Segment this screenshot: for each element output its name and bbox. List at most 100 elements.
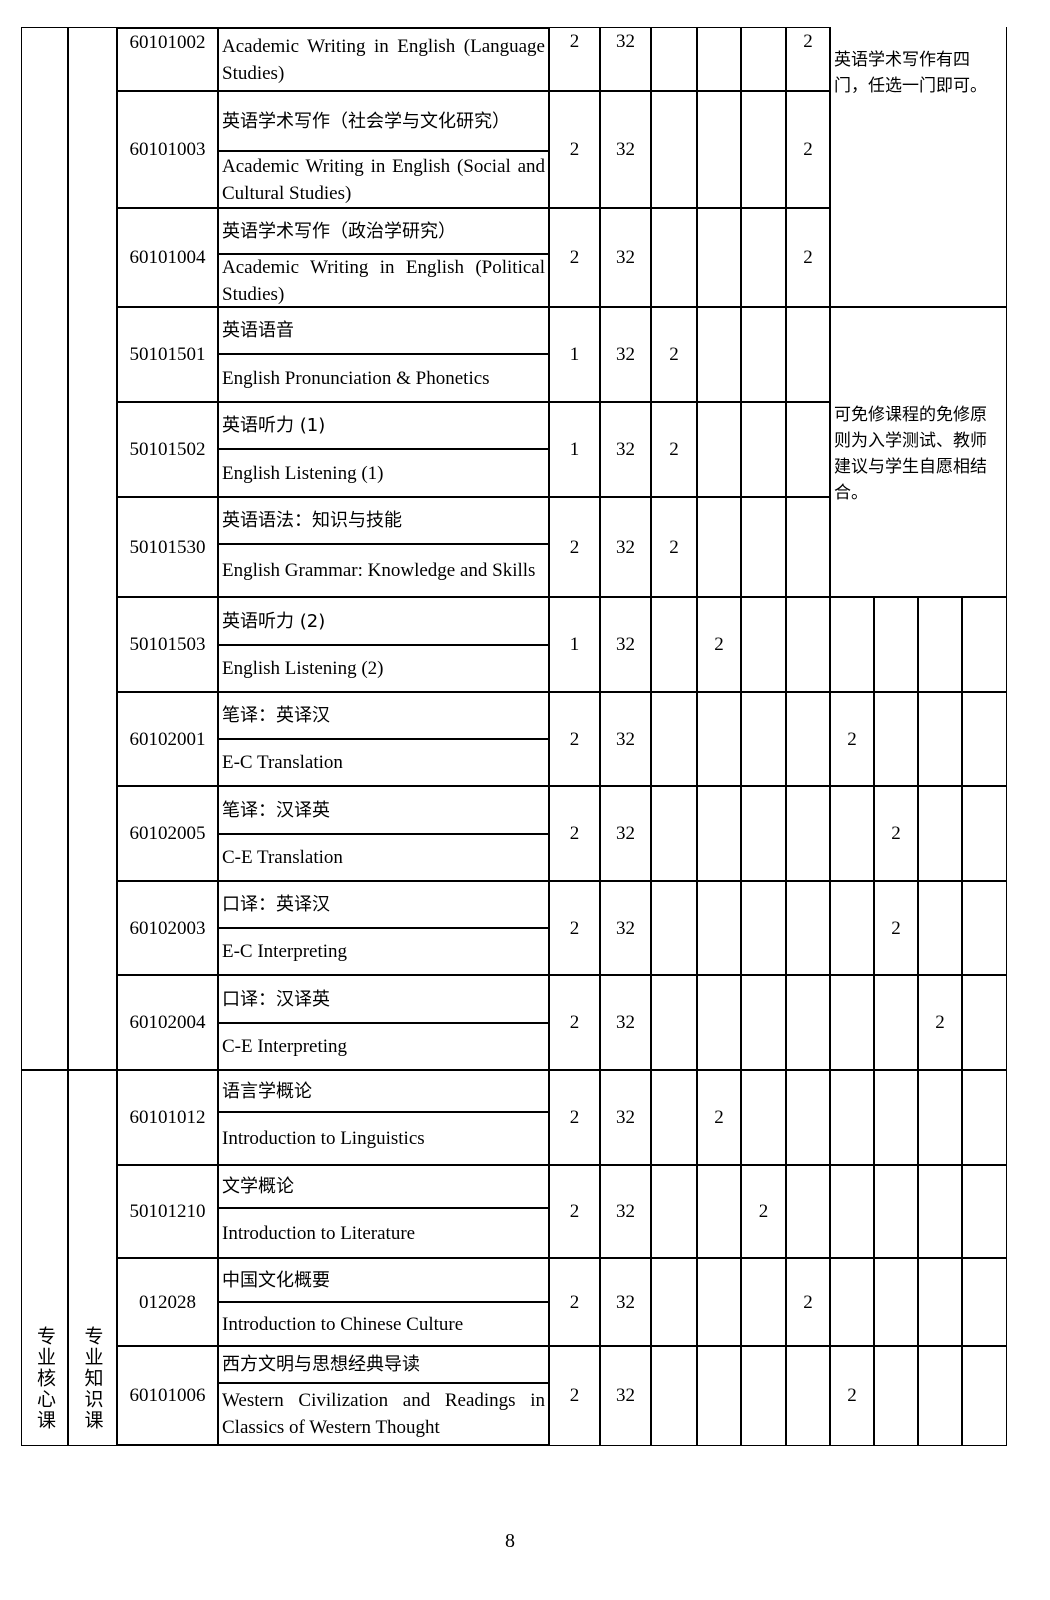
semester-cell [696, 496, 742, 598]
remark-exemption: 可免修课程的免修原则为入学测试、教师建议与学生自愿相结合。 [829, 306, 1007, 598]
semester-cell: 2 [785, 1257, 831, 1347]
course-name-en-text: English Listening (1) [222, 462, 384, 484]
course-code: 60101004 [116, 207, 219, 308]
course-code: 50101502 [116, 401, 219, 498]
course-code: 60101012 [116, 1069, 219, 1166]
course-name-cn: 笔译：英译汉 [217, 691, 550, 740]
semester-cell [961, 1345, 1007, 1446]
course-name-en: Academic Writing in English (Social and … [217, 150, 550, 209]
semester-cell [917, 785, 963, 882]
course-name-en-text: Western Civilization and Readings in Cla… [222, 1390, 545, 1438]
semester-cell: 2 [650, 401, 698, 498]
semester-cell: 2 [696, 1069, 742, 1166]
semester-cell [696, 306, 742, 403]
hours-cell-text: 32 [616, 1012, 635, 1033]
remark-exemption-text: 可免修课程的免修原则为入学测试、教师建议与学生自愿相结合。 [834, 405, 987, 503]
semester-cell [785, 974, 831, 1071]
semester-cell [785, 306, 831, 403]
remark-academic-writing-text: 英语学术写作有四门，任选一门即可。 [834, 50, 987, 96]
semester-cell [917, 1069, 963, 1166]
semester-cell [961, 691, 1007, 787]
course-name-cn-text: 口译：英译汉 [222, 894, 330, 915]
semester-cell [785, 1345, 831, 1446]
hours-cell-text: 32 [616, 823, 635, 844]
semester-cell [785, 785, 831, 882]
semester-cell-text: 2 [669, 344, 679, 365]
hours-cell: 32 [599, 306, 652, 403]
credit-cell: 2 [548, 1069, 601, 1166]
category-cell-text: 专业核心课 [34, 1326, 56, 1431]
semester-cell [740, 785, 787, 882]
semester-cell [696, 1257, 742, 1347]
semester-cell [873, 596, 919, 693]
category-cell: 专业核心课 [21, 1069, 69, 1446]
hours-cell: 32 [599, 596, 652, 693]
semester-cell [873, 1164, 919, 1259]
semester-cell [961, 974, 1007, 1071]
subcategory-cell-text: 专业知识课 [81, 1326, 104, 1431]
hours-cell-text: 32 [616, 439, 635, 460]
semester-cell: 2 [873, 880, 919, 976]
course-name-en: Academic Writing in English (Political S… [217, 253, 550, 308]
subcategory-cell: 专业知识课 [67, 1069, 118, 1446]
semester-cell [961, 596, 1007, 693]
course-name-cn-text: 英语语法：知识与技能 [222, 510, 402, 531]
course-name-en-text: C-E Translation [222, 847, 343, 868]
course-name-cn: 英语语音 [217, 306, 550, 355]
course-name-cn-text: 英语听力 (2) [222, 610, 326, 632]
semester-cell [650, 27, 698, 92]
semester-cell: 2 [740, 1164, 787, 1259]
semester-cell [917, 596, 963, 693]
course-name-en: English Listening (2) [217, 644, 550, 693]
course-name-en-text: English Listening (2) [222, 658, 384, 679]
semester-cell [917, 1257, 963, 1347]
semester-cell [650, 90, 698, 209]
credit-cell: 2 [548, 90, 601, 209]
course-name-en-text: Academic Writing in English (Social and … [222, 155, 545, 204]
course-code-text: 50101501 [129, 344, 206, 365]
course-code: 50101501 [116, 306, 219, 403]
course-code-text: 50101503 [129, 634, 206, 655]
credit-cell-text: 2 [569, 1107, 580, 1128]
semester-cell: 2 [917, 974, 963, 1071]
semester-cell [785, 401, 831, 498]
semester-cell [873, 1069, 919, 1166]
credit-cell: 2 [548, 207, 601, 308]
course-code-text: 60101012 [129, 1107, 206, 1128]
hours-cell: 32 [599, 1069, 652, 1166]
hours-cell: 32 [599, 880, 652, 976]
credit-cell: 2 [548, 1257, 601, 1347]
course-name-en: English Listening (1) [217, 448, 550, 498]
semester-cell [829, 1164, 875, 1259]
course-name-cn: 文学概论 [217, 1164, 550, 1209]
semester-cell-text: 2 [714, 1107, 724, 1128]
course-code: 60102005 [116, 785, 219, 882]
hours-cell-text: 32 [616, 247, 635, 268]
semester-cell [650, 1345, 698, 1446]
semester-cell [650, 207, 698, 308]
semester-cell [696, 27, 742, 92]
credit-cell: 1 [548, 306, 601, 403]
course-code: 60102004 [116, 974, 219, 1071]
course-name-en: C-E Translation [217, 833, 550, 882]
course-name-cn: 英语语法：知识与技能 [217, 496, 550, 545]
course-name-cn: 语言学概论 [217, 1069, 550, 1113]
semester-cell [740, 306, 787, 403]
subcategory-cell [67, 27, 118, 1071]
course-code: 60102001 [116, 691, 219, 787]
semester-cell [740, 90, 787, 209]
semester-cell [650, 691, 698, 787]
semester-cell [740, 27, 787, 92]
semester-cell-text: 2 [891, 823, 901, 844]
course-name-cn-text: 英语学术写作（社会学与文化研究） [222, 110, 510, 132]
hours-cell-text: 32 [616, 31, 635, 52]
semester-cell [740, 1345, 787, 1446]
hours-cell: 32 [599, 496, 652, 598]
course-name-en: English Grammar: Knowledge and Skills [217, 543, 550, 598]
credit-cell: 2 [548, 785, 601, 882]
remark-academic-writing: 英语学术写作有四门，任选一门即可。 [829, 27, 1007, 308]
semester-cell [873, 974, 919, 1071]
credit-cell: 2 [548, 880, 601, 976]
course-name-en: Introduction to Linguistics [217, 1111, 550, 1166]
